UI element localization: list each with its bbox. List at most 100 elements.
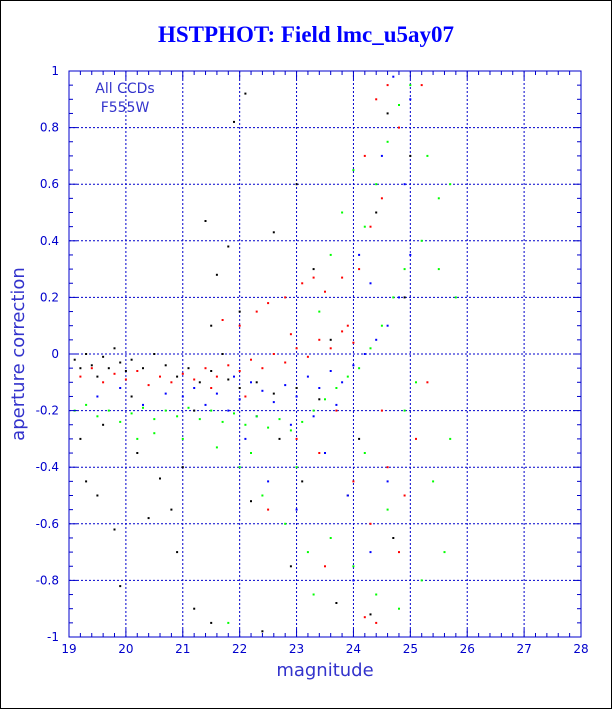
data-point: [250, 381, 252, 384]
x-tick-label: 25: [403, 642, 418, 656]
data-point: [409, 253, 412, 256]
data-point: [369, 613, 372, 616]
data-point: [193, 387, 196, 389]
data-point: [341, 276, 344, 279]
data-point: [267, 508, 270, 511]
data-point: [153, 353, 156, 355]
data-point: [278, 418, 281, 421]
data-point: [250, 500, 252, 503]
data-point: [352, 364, 355, 367]
data-point: [335, 602, 338, 604]
data-point: [392, 537, 395, 539]
data-point: [198, 381, 201, 384]
data-point: [227, 245, 230, 248]
data-point: [295, 395, 298, 398]
data-point: [181, 437, 184, 440]
axis-ticks: 19 20 21 22 23 24 25 26 27 28 -1 -0.8 -0.6 -0.4 -0.2 0 0…: [36, 64, 589, 656]
data-point: [352, 341, 355, 344]
data-point: [159, 477, 161, 480]
x-tick-label: 26: [460, 642, 475, 656]
data-point: [386, 112, 389, 115]
data-point: [107, 367, 110, 370]
data-point: [79, 437, 82, 440]
data-point: [346, 375, 349, 378]
y-tick-label: -0.6: [36, 517, 59, 531]
data-point: [176, 551, 179, 554]
data-point: [215, 392, 218, 395]
data-point: [363, 616, 366, 619]
data-point: [403, 296, 406, 299]
data-point: [324, 290, 326, 293]
data-point: [130, 358, 133, 361]
y-axis-label: aperture correction: [8, 267, 29, 441]
data-point: [221, 319, 224, 321]
data-point: [426, 154, 429, 157]
data-point: [409, 98, 412, 101]
data-point: [233, 412, 235, 415]
data-point: [358, 268, 361, 271]
data-point: [215, 375, 218, 378]
data-point: [164, 364, 167, 367]
data-point: [193, 378, 196, 381]
data-point: [136, 370, 139, 372]
y-tick-label: 0.2: [40, 290, 59, 304]
data-point: [181, 395, 184, 398]
data-point: [244, 437, 247, 440]
data-point: [398, 104, 400, 106]
data-point: [341, 211, 344, 214]
data-point: [403, 183, 406, 186]
data-point: [369, 282, 372, 285]
data-point: [289, 423, 292, 426]
data-point: [369, 522, 372, 525]
data-point: [449, 183, 452, 186]
data-point: [324, 398, 326, 401]
y-tick-label: -0.2: [36, 404, 59, 418]
data-point: [85, 480, 88, 483]
data-point: [250, 452, 252, 454]
data-point: [289, 429, 292, 432]
data-point: [420, 84, 423, 87]
data-point: [437, 268, 440, 271]
data-point: [346, 494, 349, 497]
data-point: [363, 154, 366, 157]
y-tick-label: 1: [51, 64, 59, 78]
data-point: [267, 302, 270, 305]
data-point: [329, 370, 332, 372]
data-point: [278, 437, 281, 440]
data-point: [272, 231, 275, 234]
y-tick-label: -0.4: [36, 460, 59, 474]
grid: [69, 71, 581, 637]
data-point: [454, 296, 457, 299]
data-point: [124, 370, 127, 372]
data-point: [267, 426, 270, 429]
data-point: [295, 347, 298, 350]
x-tick-label: 28: [573, 642, 588, 656]
data-point: [176, 415, 179, 418]
data-point: [284, 522, 287, 525]
data-point: [358, 253, 361, 256]
data-point: [147, 517, 150, 520]
data-point: [363, 225, 366, 228]
data-point: [369, 225, 372, 228]
data-point: [318, 452, 321, 454]
data-point: [363, 353, 366, 355]
data-point: [341, 381, 344, 384]
data-point: [255, 310, 258, 313]
data-point: [324, 565, 326, 568]
data-point: [284, 384, 287, 387]
data-point: [295, 183, 298, 186]
data-point: [170, 508, 173, 511]
data-point: [426, 381, 429, 384]
data-point: [227, 364, 230, 367]
data-point: [233, 120, 235, 123]
data-point: [386, 84, 389, 87]
data-point: [403, 409, 406, 412]
data-point: [238, 466, 241, 469]
data-point: [261, 389, 264, 392]
data-point: [295, 437, 298, 440]
data-point: [210, 324, 213, 327]
data-point: [437, 197, 440, 200]
data-point: [119, 585, 122, 588]
data-point: [85, 403, 88, 406]
